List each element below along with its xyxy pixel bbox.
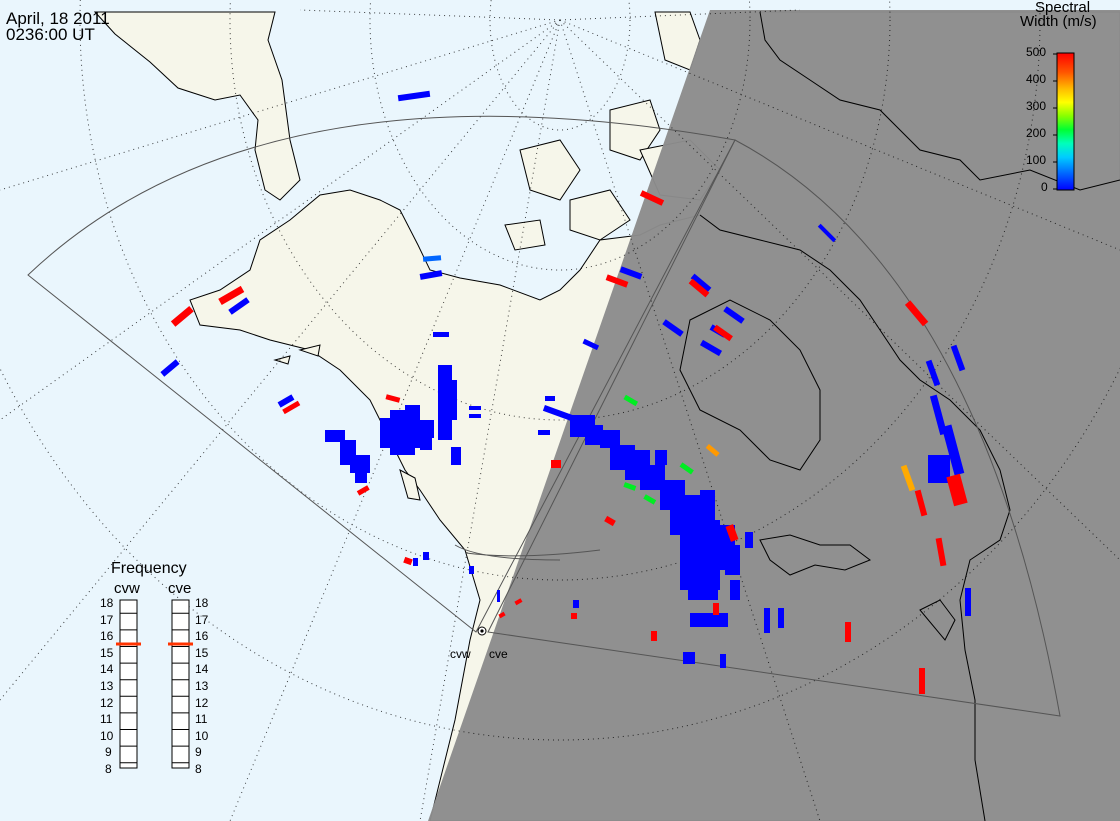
echoes-mid-width	[422, 255, 916, 505]
colorbar-tick-300: 300	[1026, 99, 1047, 113]
freq-level-cve-18: 18	[195, 596, 209, 610]
night-coastlines	[679, 11, 1120, 821]
freq-level-cve-15: 15	[195, 645, 209, 660]
freq-level-cvw-18: 18	[100, 596, 114, 610]
freq-level-cve-11: 11	[195, 712, 208, 727]
colorbar-tick-500: 500	[1026, 45, 1047, 59]
freq-level-cvw-13: 13	[100, 679, 114, 693]
spectral-width-colorbar	[1053, 52, 1075, 191]
freq-level-cvw-16: 16	[100, 629, 114, 644]
freq-level-cvw-11: 11	[100, 712, 113, 727]
freq-level-cve-16: 16	[195, 629, 209, 644]
colorbar-gradient	[1056, 52, 1075, 191]
freq-bar-cve	[171, 599, 190, 769]
date-label: April, 18 2011	[6, 9, 110, 28]
radar-echoes	[160, 90, 971, 694]
freq-level-cve-13: 13	[195, 679, 209, 693]
freq-level-cvw-14: 14	[100, 662, 114, 677]
frequency-panel	[116, 599, 193, 769]
radar-label-cve: cve	[489, 647, 508, 661]
freq-level-cve-14: 14	[195, 662, 209, 677]
freq-level-cvw-8: 8	[105, 762, 112, 776]
echoes-low-width	[160, 90, 971, 668]
echoes-high-width	[170, 190, 968, 694]
colorbar-tick-0: 0	[1041, 180, 1048, 194]
freq-level-cve-10: 10	[195, 728, 209, 743]
colorbar-title-line2: Width (m/s)	[1020, 13, 1097, 30]
freq-level-cvw-9: 9	[105, 745, 112, 760]
frequency-title: Frequency	[111, 560, 187, 577]
freq-bar-cvw	[119, 599, 138, 769]
freq-level-cve-8: 8	[195, 762, 202, 776]
colorbar-tick-200: 200	[1026, 126, 1047, 140]
freq-level-cvw-10: 10	[100, 728, 114, 743]
colorbar-title-line1: Spectral	[1035, 0, 1091, 16]
time-label: 0236:00 UT	[6, 25, 95, 44]
radar-sites	[477, 626, 487, 636]
colorbar-tick-400: 400	[1026, 72, 1047, 86]
freq-level-cvw-17: 17	[100, 612, 114, 627]
freq-level-cvw-12: 12	[100, 695, 114, 710]
radar-label-cvw: cvw	[450, 647, 471, 661]
frequency-radar-cvw: cvw	[114, 580, 140, 597]
freq-level-cve-12: 12	[195, 695, 209, 710]
colorbar-tick-100: 100	[1026, 153, 1047, 167]
frequency-radar-cve: cve	[168, 580, 192, 597]
radar-fov-outlines	[27, 115, 1061, 717]
freq-level-cve-9: 9	[195, 745, 202, 760]
freq-level-cvw-15: 15	[100, 645, 114, 660]
night-terminator	[428, 10, 1120, 821]
freq-level-cve-17: 17	[195, 612, 209, 627]
